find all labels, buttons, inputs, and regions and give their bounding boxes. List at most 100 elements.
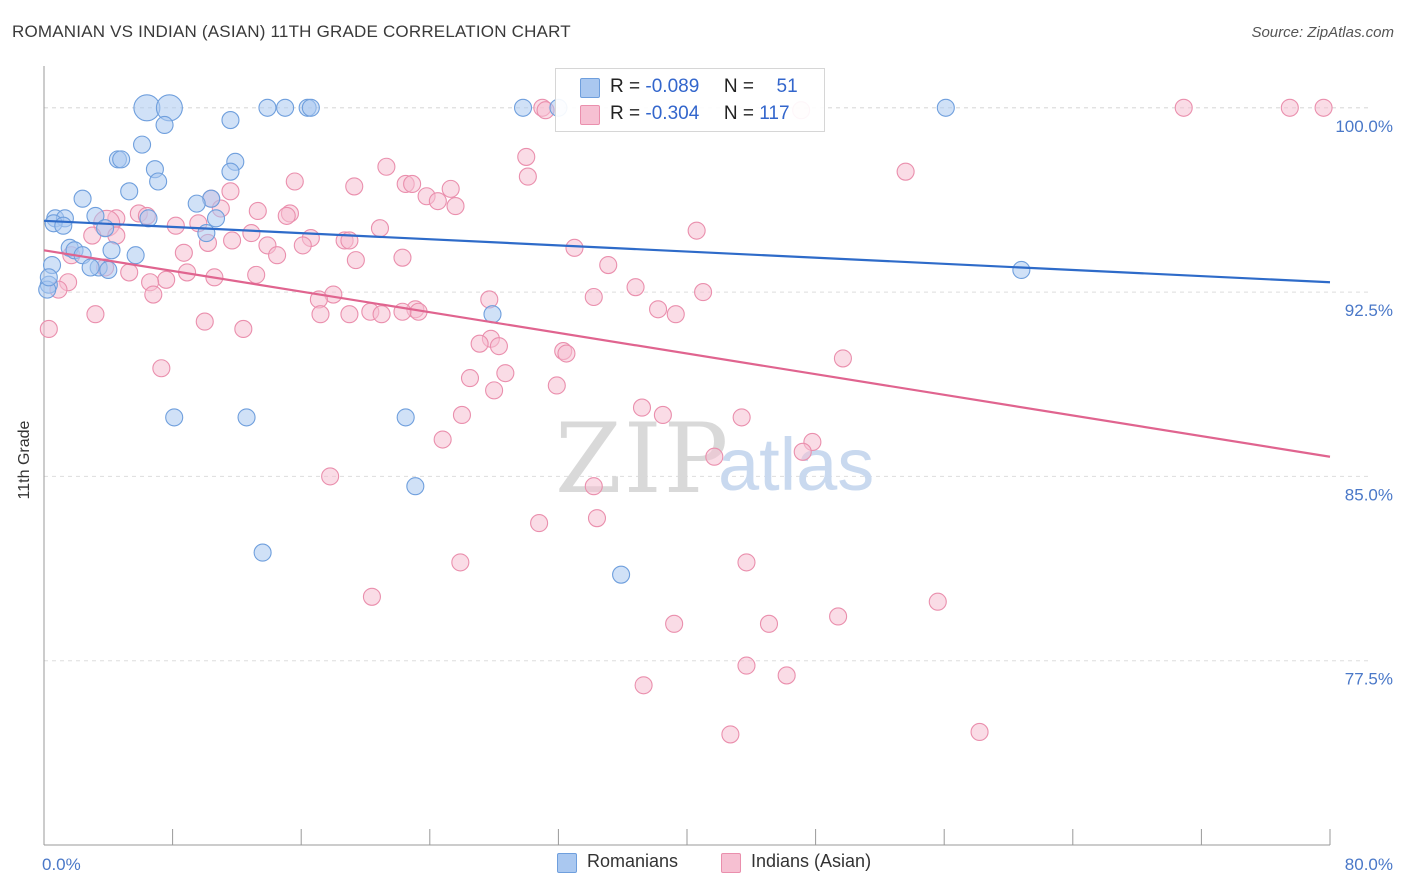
romanians-point: [99, 260, 118, 280]
indians-point: [587, 509, 607, 528]
y-tick-label: 85.0%: [1345, 485, 1393, 504]
indians-point: [311, 305, 330, 324]
indians-point: [530, 514, 549, 533]
indians-point: [277, 206, 296, 225]
indians-point: [626, 278, 645, 297]
romanians-point: [258, 98, 277, 117]
romanians-point: [187, 194, 206, 213]
romanians-point: [126, 246, 145, 265]
indians-point: [247, 265, 266, 284]
y-tick-label: 92.5%: [1345, 301, 1393, 320]
indians-point: [268, 246, 287, 265]
tick-labels: 100.0% 92.5% 85.0% 77.5% 0.0% 80.0%: [42, 117, 1393, 874]
indians-point: [221, 182, 240, 201]
romanians-point: [612, 565, 631, 584]
indians-point: [285, 172, 304, 191]
indians-point: [451, 553, 470, 572]
romanians-point: [206, 209, 226, 228]
legend-r-label: R =: [610, 76, 641, 97]
indians-point: [599, 256, 618, 275]
romanians-trend-line: [43, 219, 1331, 284]
indians-point: [793, 442, 812, 461]
indians-point: [223, 231, 242, 250]
romanians-point: [149, 172, 168, 191]
romanians-point: [396, 408, 415, 427]
indians-point: [694, 283, 713, 302]
indians-point: [565, 238, 584, 257]
indians-points: [39, 98, 1333, 744]
indians-point: [721, 725, 740, 744]
indians-point: [777, 666, 796, 685]
romanians-point: [406, 477, 425, 496]
indians-point: [584, 287, 603, 307]
romanians-point: [221, 162, 240, 181]
romanians-point: [96, 219, 115, 238]
bottom-legend-label-romanians: Romanians: [587, 851, 679, 871]
correlation-legend: R = -0.089 N = 51 R = -0.304 N = 117: [555, 68, 825, 132]
indians-point: [517, 147, 536, 166]
y-tick-label: 77.5%: [1345, 670, 1393, 689]
indians-point: [144, 285, 163, 304]
legend-text-romanians: R = -0.089 N = 51: [610, 76, 798, 98]
indians-point: [518, 167, 537, 186]
indians-point: [120, 263, 139, 282]
legend-n-label: N =: [723, 103, 754, 124]
indians-point: [345, 177, 364, 196]
legend-swatch-romanians: [580, 78, 600, 98]
romanians-point: [54, 216, 73, 235]
romanians-point: [155, 115, 174, 135]
indians-point: [370, 219, 390, 238]
indians-point: [666, 305, 685, 324]
indians-trend-line: [43, 249, 1331, 458]
indians-point: [759, 614, 779, 633]
indians-point: [157, 270, 176, 289]
indians-point: [452, 405, 472, 425]
indians-point: [496, 364, 515, 383]
romanians-point: [513, 98, 533, 117]
bottom-legend-label-indians: Indians (Asian): [751, 851, 872, 871]
indians-point: [321, 467, 340, 486]
romanians-point: [86, 206, 105, 225]
romanians-point: [237, 408, 256, 427]
romanians-point: [276, 98, 295, 117]
indians-point: [737, 553, 756, 572]
legend-n-label: N =: [723, 76, 754, 97]
indians-point: [293, 236, 312, 255]
indians-point: [632, 398, 652, 417]
indians-point: [174, 243, 193, 262]
watermark-atlas: atlas: [718, 423, 874, 506]
bottom-legend-swatch-romanians: [557, 853, 577, 873]
axes: [43, 66, 1331, 846]
indians-point: [1280, 98, 1299, 117]
x-tick-label: 0.0%: [42, 855, 81, 874]
romanians-point: [120, 182, 139, 201]
legend-swatch-indians: [580, 105, 600, 125]
source-label: Source: ZipAtlas.com: [1251, 24, 1394, 41]
romanians-point: [221, 111, 240, 130]
indians-point: [460, 369, 480, 388]
indians-point: [485, 381, 504, 400]
indians-point: [584, 477, 603, 496]
romanians-point: [483, 305, 502, 324]
indians-point: [557, 344, 576, 363]
indians-point: [433, 430, 452, 449]
indians-point: [86, 305, 105, 324]
romanians-point: [165, 408, 184, 427]
indians-point: [1314, 98, 1333, 117]
legend-r-romanians: -0.089: [645, 76, 700, 97]
romanians-point: [936, 98, 955, 117]
indians-point: [346, 251, 365, 270]
romanians-point: [81, 258, 100, 277]
romanians-point: [301, 98, 320, 117]
romanians-point: [39, 268, 58, 287]
indians-point: [446, 197, 465, 216]
legend-r-indians: -0.304: [645, 103, 700, 124]
romanians-point: [197, 224, 216, 243]
indians-point: [340, 305, 359, 324]
romanians-point: [1012, 260, 1031, 280]
indians-point: [403, 174, 422, 194]
indians-point: [362, 587, 381, 606]
indians-point: [928, 592, 947, 611]
indians-point: [687, 221, 706, 240]
